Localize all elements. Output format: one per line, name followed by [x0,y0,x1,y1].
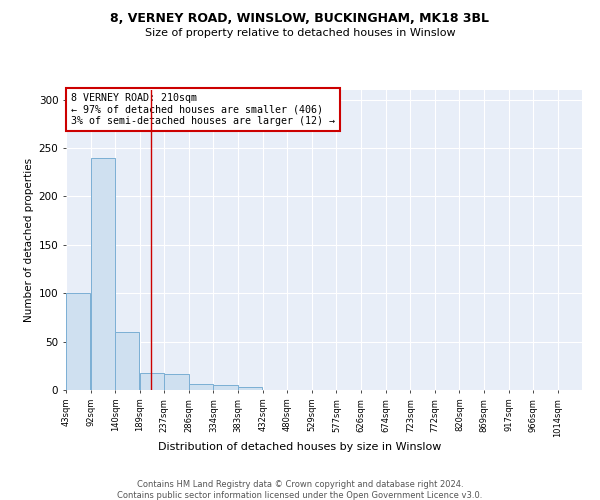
Text: Contains public sector information licensed under the Open Government Licence v3: Contains public sector information licen… [118,491,482,500]
Bar [91,158,115,390]
Text: Distribution of detached houses by size in Winslow: Distribution of detached houses by size … [158,442,442,452]
Text: Size of property relative to detached houses in Winslow: Size of property relative to detached ho… [145,28,455,38]
Bar [66,293,91,390]
Bar [140,372,164,390]
Text: Contains HM Land Registry data © Crown copyright and database right 2024.: Contains HM Land Registry data © Crown c… [137,480,463,489]
Bar [115,332,139,390]
Text: 8 VERNEY ROAD: 210sqm
← 97% of detached houses are smaller (406)
3% of semi-deta: 8 VERNEY ROAD: 210sqm ← 97% of detached … [71,93,335,126]
Bar [164,374,188,390]
Bar [214,385,238,390]
Bar [238,387,262,390]
Y-axis label: Number of detached properties: Number of detached properties [25,158,34,322]
Text: 8, VERNEY ROAD, WINSLOW, BUCKINGHAM, MK18 3BL: 8, VERNEY ROAD, WINSLOW, BUCKINGHAM, MK1… [110,12,490,26]
Bar [189,384,213,390]
